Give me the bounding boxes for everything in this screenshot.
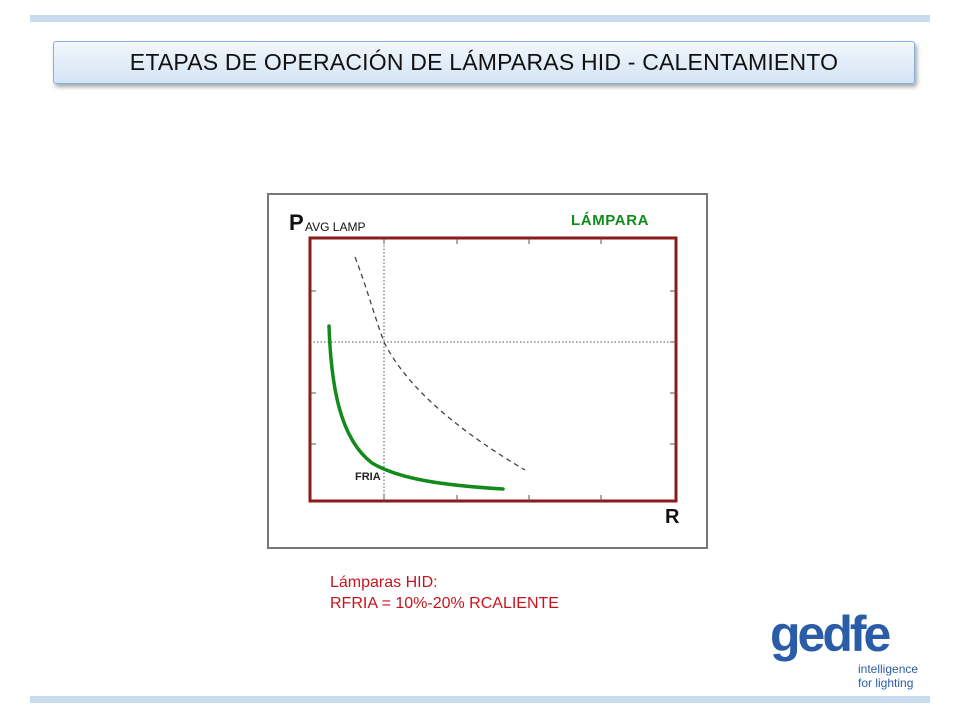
panel-label: LÁMPARA <box>571 212 649 229</box>
gedfe-logo: gedfe intelligence for lighting <box>770 606 918 690</box>
caption-line-1: Lámparas HID: <box>330 574 438 591</box>
slide-title: ETAPAS DE OPERACIÓN DE LÁMPARAS HID - CA… <box>129 49 839 75</box>
slide-title-box: ETAPAS DE OPERACIÓN DE LÁMPARAS HID - CA… <box>53 41 915 84</box>
x-axis-label: R <box>665 506 680 528</box>
bottom-rule <box>30 696 930 703</box>
left-ticks <box>310 290 316 445</box>
logo-wordmark: gedfe <box>770 606 891 662</box>
curve-label-fria: FRIA <box>355 471 381 483</box>
top-rule <box>30 15 930 22</box>
plot-frame <box>308 236 678 503</box>
cold-lamp-curve <box>327 324 505 491</box>
power-vs-resistance-diagram: P AVG LAMP LÁMPARA FRIA R <box>267 193 708 549</box>
caption-line-2: RFRIA = 10%-20% RCALIENTE <box>330 595 559 612</box>
logo-tagline-line-1: intelligence <box>858 662 918 676</box>
y-axis-label-sub: AVG LAMP <box>305 220 365 234</box>
y-axis-label-main: P <box>289 210 304 235</box>
caption: Lámparas HID: RFRIA = 10%-20% RCALIENTE <box>330 572 559 614</box>
logo-tagline-line-2: for lighting <box>858 676 913 690</box>
